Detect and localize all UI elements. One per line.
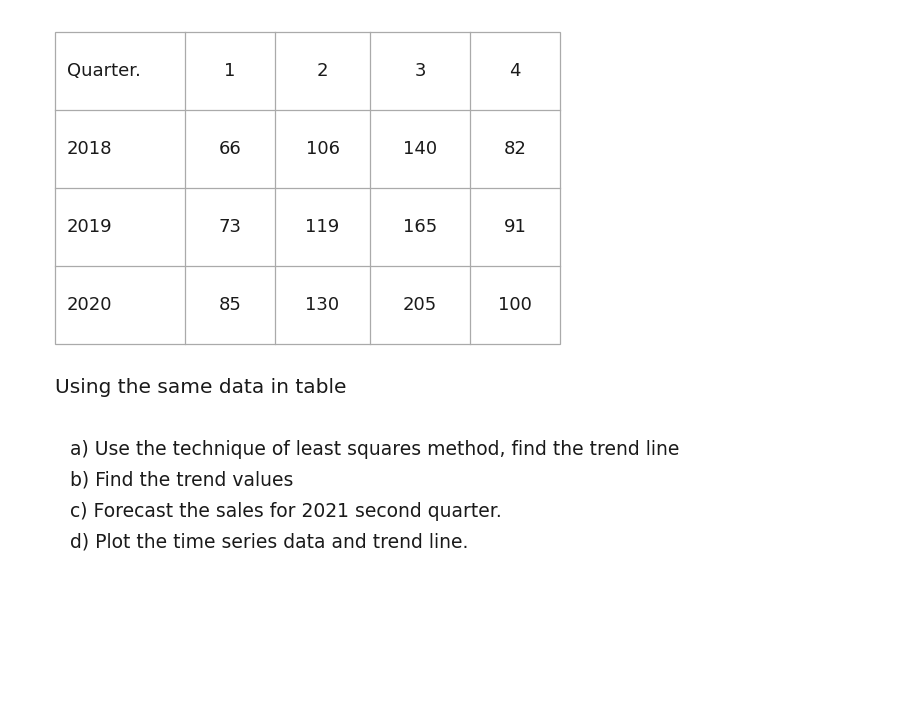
Text: Using the same data in table: Using the same data in table — [55, 378, 346, 397]
Text: b) Find the trend values: b) Find the trend values — [70, 471, 294, 490]
Text: 205: 205 — [403, 296, 437, 314]
Text: Quarter.: Quarter. — [67, 62, 141, 80]
Text: 140: 140 — [403, 140, 437, 158]
Text: 2018: 2018 — [67, 140, 113, 158]
Text: 1: 1 — [225, 62, 235, 80]
Text: 4: 4 — [509, 62, 521, 80]
Text: 2019: 2019 — [67, 218, 113, 236]
Text: 2020: 2020 — [67, 296, 113, 314]
Text: 82: 82 — [504, 140, 526, 158]
Text: 100: 100 — [498, 296, 532, 314]
Text: 85: 85 — [218, 296, 242, 314]
Text: 165: 165 — [403, 218, 437, 236]
Text: 66: 66 — [219, 140, 242, 158]
Text: 91: 91 — [504, 218, 526, 236]
Text: 130: 130 — [305, 296, 340, 314]
Text: 106: 106 — [305, 140, 339, 158]
Text: 119: 119 — [305, 218, 340, 236]
Text: 2: 2 — [316, 62, 328, 80]
Text: d) Plot the time series data and trend line.: d) Plot the time series data and trend l… — [70, 533, 468, 552]
Text: 3: 3 — [415, 62, 425, 80]
Text: c) Forecast the sales for 2021 second quarter.: c) Forecast the sales for 2021 second qu… — [70, 502, 502, 521]
Bar — [55, 32, 560, 344]
Text: 73: 73 — [218, 218, 242, 236]
Text: a) Use the technique of least squares method, find the trend line: a) Use the technique of least squares me… — [70, 440, 679, 459]
